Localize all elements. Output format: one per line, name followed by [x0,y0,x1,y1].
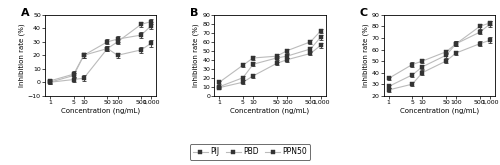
Y-axis label: Inhibition rate (%): Inhibition rate (%) [362,23,369,87]
Text: C: C [359,8,367,18]
Text: B: B [190,8,198,18]
X-axis label: Concentration (ng/mL): Concentration (ng/mL) [230,108,310,114]
Text: A: A [20,8,29,18]
X-axis label: Concentration (ng/mL): Concentration (ng/mL) [400,108,479,114]
Legend: PIJ, PBD, PPN50: PIJ, PBD, PPN50 [190,144,310,160]
Y-axis label: Inhibition rate (%): Inhibition rate (%) [18,23,25,87]
Y-axis label: Inhibition rate (%): Inhibition rate (%) [193,23,200,87]
X-axis label: Concentration (ng/mL): Concentration (ng/mL) [61,108,140,114]
